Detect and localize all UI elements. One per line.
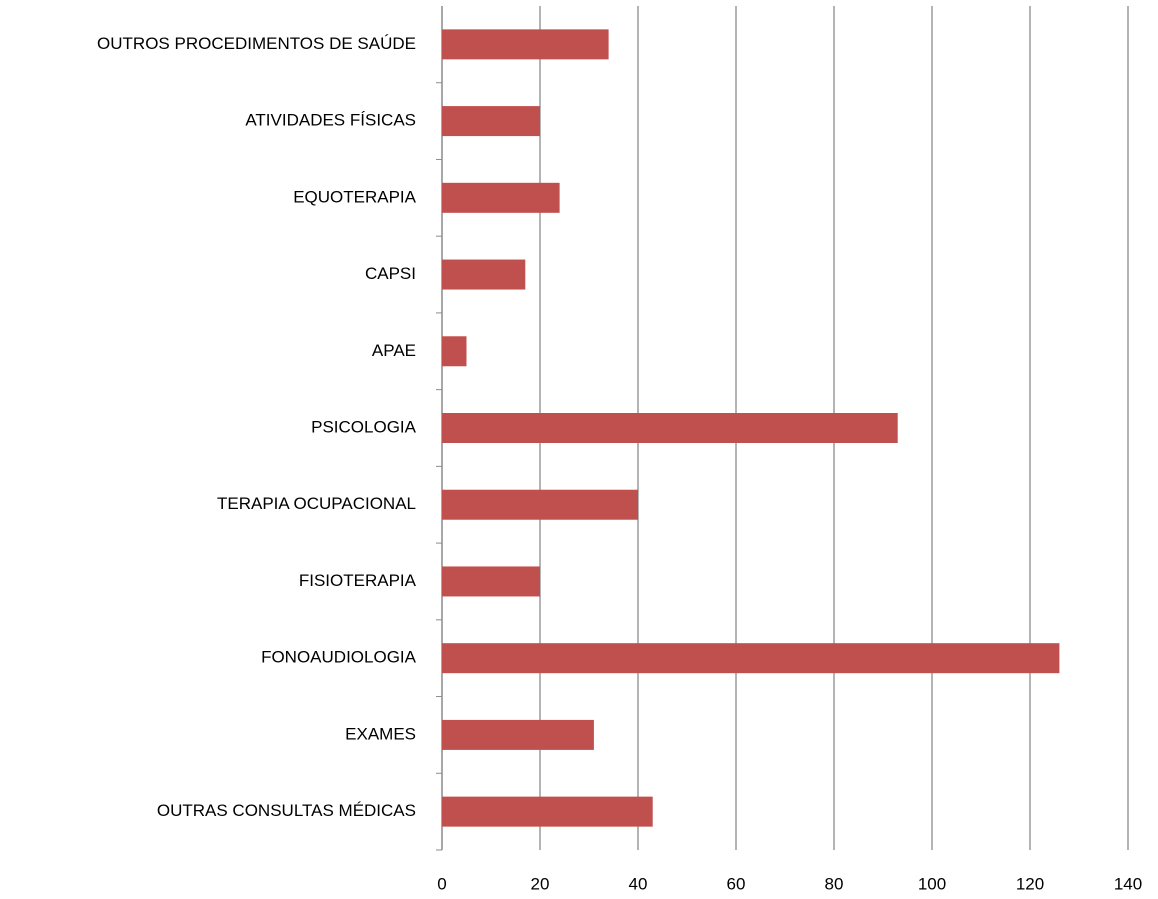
bar [442,643,1060,674]
bar [442,796,653,827]
bar [442,182,560,213]
x-tick-label: 80 [825,874,844,893]
x-tick-label: 60 [727,874,746,893]
x-tick-label: 140 [1114,874,1142,893]
y-tick-label: TERAPIA OCUPACIONAL [217,494,416,513]
y-tick-label: PSICOLOGIA [311,417,417,436]
bar [442,566,540,597]
bar [442,259,526,290]
y-tick-label: FISIOTERAPIA [299,571,417,590]
bar [442,29,609,60]
bar [442,719,594,750]
x-tick-label: 40 [629,874,648,893]
y-tick-label: OUTROS PROCEDIMENTOS DE SAÚDE [97,34,416,53]
x-tick-label: 120 [1016,874,1044,893]
bar [442,336,467,367]
y-tick-label: FONOAUDIOLOGIA [261,648,417,667]
y-tick-label: APAE [372,341,416,360]
x-tick-label: 100 [918,874,946,893]
y-tick-label: EXAMES [345,724,416,743]
x-tick-label: 20 [531,874,550,893]
y-tick-label: EQUOTERAPIA [293,187,416,206]
y-tick-label: OUTRAS CONSULTAS MÉDICAS [157,801,416,820]
bar [442,413,898,443]
bar [442,489,638,520]
y-tick-label: ATIVIDADES FÍSICAS [245,111,416,130]
x-tick-label: 0 [437,874,446,893]
bar [442,106,540,137]
y-tick-label: CAPSI [365,264,416,283]
